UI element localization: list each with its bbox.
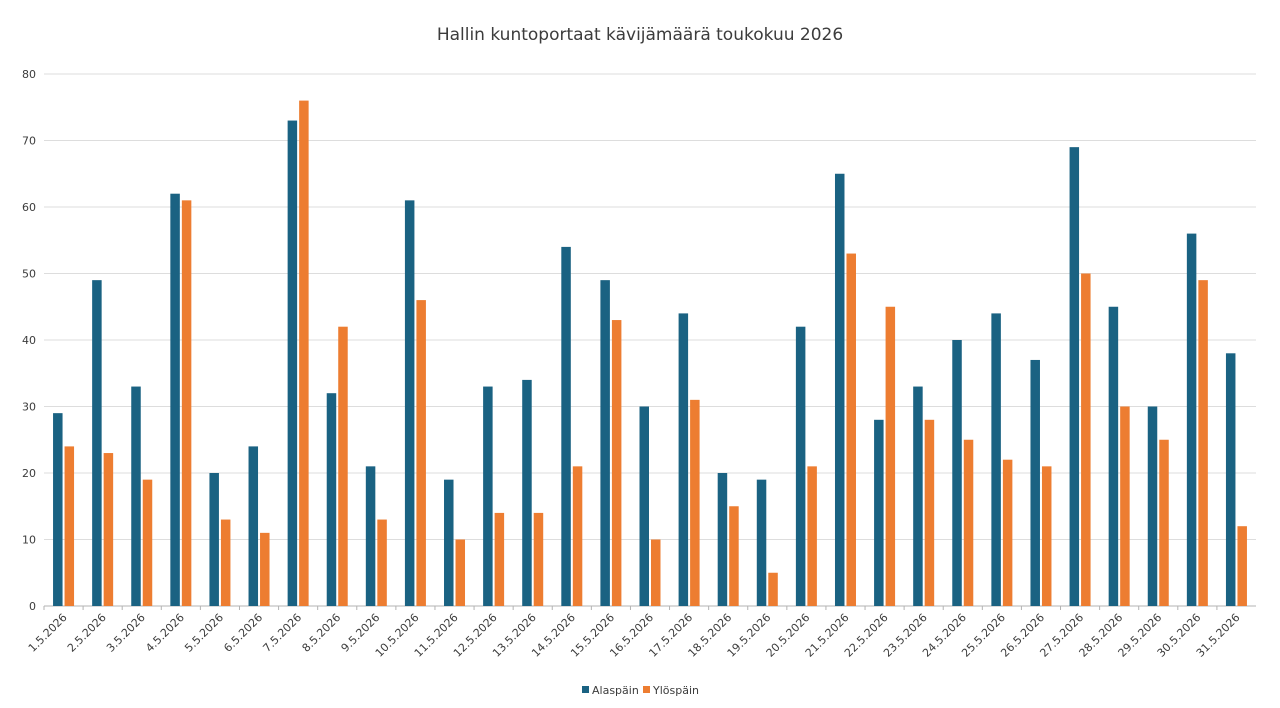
bar-ylospain [807,466,817,606]
y-tick-label: 80 [22,68,36,81]
bar-alaspain [717,473,728,606]
bar-ylospain [142,479,153,606]
bar-ylospain [651,539,661,606]
bar-ylospain [260,532,270,606]
bar-alaspain [991,313,1001,606]
x-tick-label: 7.5.2026 [260,611,304,655]
bar-alaspain [952,340,962,606]
bar-ylospain [1041,466,1052,606]
y-tick-label: 60 [22,201,36,214]
y-tick-label: 20 [22,467,36,480]
bar-alaspain [834,173,845,606]
bars [53,100,1247,607]
bar-ylospain [416,300,426,606]
bar-alaspain [92,280,102,606]
bar-alaspain [209,473,219,606]
x-tick-label: 3.5.2026 [104,611,148,655]
bar-ylospain [1120,406,1130,606]
bar-alaspain [170,193,180,606]
legend-label: Alaspäin [592,684,639,697]
bar-ylospain [1002,459,1013,606]
x-tick-label: 2.5.2026 [65,611,109,655]
bar-ylospain [220,519,231,606]
y-tick-label: 70 [22,135,36,148]
bar-ylospain [1159,439,1169,606]
y-tick-label: 40 [22,334,36,347]
bar-alaspain [561,246,571,606]
bar-alaspain [326,393,337,606]
x-axis: 1.5.20262.5.20263.5.20264.5.20265.5.2026… [26,606,1243,660]
bar-alaspain [1186,233,1197,606]
bar-alaspain [444,479,454,606]
x-tick-label: 4.5.2026 [143,611,187,655]
bar-ylospain [1198,280,1208,606]
bar-alaspain [1225,353,1236,606]
bar-alaspain [1030,359,1040,606]
bar-alaspain [795,326,806,606]
x-tick-label: 1.5.2026 [26,611,70,655]
bar-ylospain [729,506,739,606]
bar-ylospain [103,453,114,606]
bar-alaspain [483,386,493,606]
bar-ylospain [1081,273,1091,606]
bar-ylospain [963,439,974,606]
bar-ylospain [64,446,75,606]
legend-swatch [643,686,650,693]
bar-alaspain [639,406,649,606]
bar-alaspain [1147,406,1158,606]
bar-alaspain [913,386,923,606]
legend: Alaspäin Ylöspäin [582,684,699,697]
bar-alaspain [1108,306,1119,606]
bar-alaspain [365,466,376,606]
bar-ylospain [299,100,309,606]
bar-alaspain [600,280,610,606]
y-axis: 0 10 20 30 40 50 60 70 80 [22,68,36,613]
bar-alaspain [404,200,415,606]
x-tick-label: 6.5.2026 [221,611,265,655]
bar-alaspain [131,386,141,606]
bar-ylospain [768,572,778,606]
bar-alaspain [287,120,298,607]
bar-alaspain [248,446,259,606]
bar-ylospain [1237,526,1247,606]
bar-ylospain [494,512,505,606]
bar-ylospain [846,253,856,607]
y-tick-label: 0 [29,600,36,613]
x-tick-label: 8.5.2026 [300,611,344,655]
bar-ylospain [690,399,700,606]
bar-ylospain [181,200,192,606]
bar-ylospain [338,326,348,606]
chart-title: Hallin kuntoportaat kävijämäärä toukokuu… [437,25,843,45]
bar-alaspain [756,479,767,606]
gridlines [44,73,1256,607]
legend-swatch [582,686,589,693]
bar-alaspain [522,379,532,606]
bar-alaspain [678,313,689,606]
bar-alaspain [1069,147,1080,606]
x-tick-label: 5.5.2026 [182,611,226,655]
bar-ylospain [377,519,387,606]
bar-alaspain [53,413,63,606]
y-tick-label: 50 [22,268,36,281]
bar-ylospain [885,306,896,606]
y-tick-label: 30 [22,401,36,414]
bar-alaspain [874,419,884,606]
bar-ylospain [533,512,544,606]
bar-ylospain [455,539,466,606]
legend-label: Ylöspäin [652,684,699,697]
bar-ylospain [611,320,622,606]
y-tick-label: 10 [22,534,36,547]
bar-ylospain [572,466,583,606]
bar-ylospain [924,419,935,606]
